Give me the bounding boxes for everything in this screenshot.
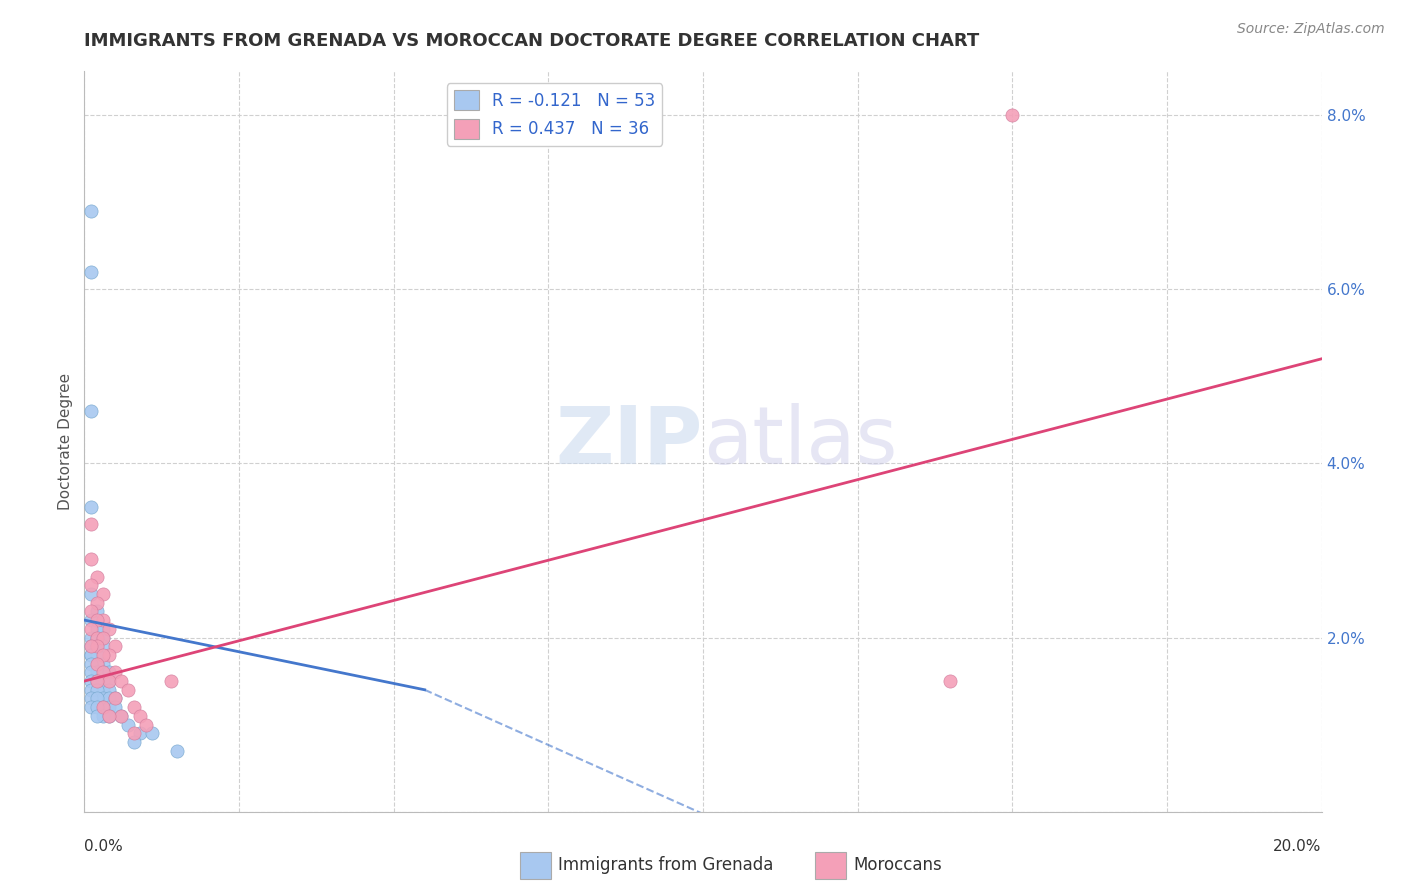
Point [117, 682, 139, 697]
Point [79, 622, 101, 636]
Point [166, 744, 188, 758]
Point [91, 665, 114, 680]
Point [86, 596, 108, 610]
Point [939, 674, 962, 689]
Point [104, 639, 127, 653]
Point [79, 404, 101, 418]
Point [122, 700, 145, 714]
Point [98, 648, 121, 662]
Point [91, 657, 114, 671]
Point [79, 500, 101, 514]
Point [79, 639, 101, 653]
Point [160, 674, 183, 689]
Point [86, 639, 108, 653]
Point [91, 613, 114, 627]
Point [98, 674, 121, 689]
Point [104, 665, 127, 680]
Point [98, 709, 121, 723]
Y-axis label: Doctorate Degree: Doctorate Degree [58, 373, 73, 510]
Point [141, 726, 163, 740]
Point [79, 265, 101, 279]
Point [79, 604, 101, 618]
Point [91, 691, 114, 706]
Point [79, 552, 101, 566]
Point [79, 648, 101, 662]
Point [91, 709, 114, 723]
Point [98, 674, 121, 689]
Point [86, 665, 108, 680]
Point [98, 682, 121, 697]
Point [86, 674, 108, 689]
Point [91, 587, 114, 601]
Text: atlas: atlas [703, 402, 897, 481]
Point [98, 691, 121, 706]
Point [91, 631, 114, 645]
Point [86, 622, 108, 636]
Legend: R = -0.121   N = 53, R = 0.437   N = 36: R = -0.121 N = 53, R = 0.437 N = 36 [447, 83, 662, 145]
Point [86, 700, 108, 714]
Text: Moroccans: Moroccans [853, 856, 942, 874]
Point [122, 735, 145, 749]
Point [79, 665, 101, 680]
Point [79, 700, 101, 714]
Point [110, 674, 132, 689]
Point [91, 631, 114, 645]
Text: ZIP: ZIP [555, 402, 703, 481]
Point [79, 691, 101, 706]
Point [91, 700, 114, 714]
Text: IMMIGRANTS FROM GRENADA VS MOROCCAN DOCTORATE DEGREE CORRELATION CHART: IMMIGRANTS FROM GRENADA VS MOROCCAN DOCT… [84, 32, 980, 50]
Point [86, 674, 108, 689]
Point [79, 648, 101, 662]
Text: 20.0%: 20.0% [1274, 838, 1322, 854]
Point [79, 578, 101, 592]
Point [98, 622, 121, 636]
Point [86, 631, 108, 645]
Point [91, 665, 114, 680]
Point [79, 674, 101, 689]
Point [86, 604, 108, 618]
Point [86, 631, 108, 645]
Point [86, 648, 108, 662]
Point [91, 682, 114, 697]
Point [98, 665, 121, 680]
Point [79, 657, 101, 671]
Point [1001, 108, 1024, 122]
Point [91, 648, 114, 662]
Point [79, 613, 101, 627]
Point [91, 622, 114, 636]
Point [86, 657, 108, 671]
Point [86, 613, 108, 627]
Point [86, 569, 108, 583]
Text: Immigrants from Grenada: Immigrants from Grenada [558, 856, 773, 874]
Point [129, 726, 152, 740]
Text: 0.0%: 0.0% [84, 838, 124, 854]
Point [79, 631, 101, 645]
Point [122, 726, 145, 740]
Point [79, 639, 101, 653]
Point [86, 639, 108, 653]
Point [79, 587, 101, 601]
Point [129, 709, 152, 723]
Point [86, 709, 108, 723]
Point [104, 700, 127, 714]
Point [117, 717, 139, 731]
Point [79, 203, 101, 218]
Point [110, 709, 132, 723]
Point [86, 682, 108, 697]
Point [98, 709, 121, 723]
Point [91, 639, 114, 653]
Point [104, 691, 127, 706]
Point [110, 709, 132, 723]
Point [79, 517, 101, 532]
Point [98, 700, 121, 714]
Point [86, 691, 108, 706]
Text: Source: ZipAtlas.com: Source: ZipAtlas.com [1237, 22, 1385, 37]
Point [104, 691, 127, 706]
Point [91, 700, 114, 714]
Point [86, 674, 108, 689]
Point [135, 717, 157, 731]
Point [86, 657, 108, 671]
Point [91, 674, 114, 689]
Point [79, 682, 101, 697]
